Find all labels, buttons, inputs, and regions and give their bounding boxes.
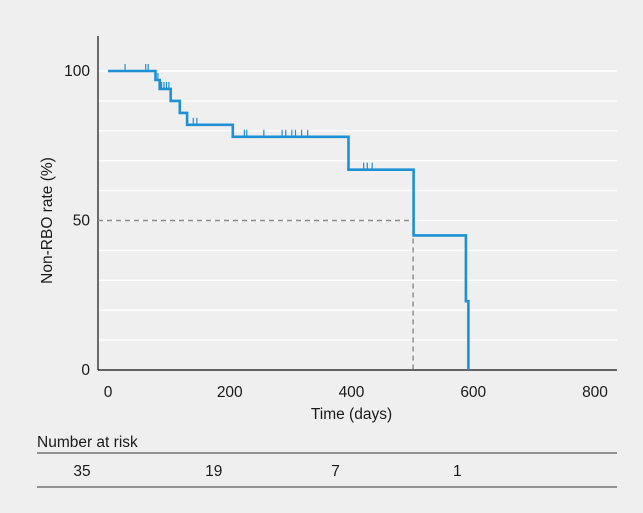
risk-table-value: 19 <box>205 463 222 480</box>
x-axis-title: Time (days) <box>311 406 392 423</box>
risk-table-value: 7 <box>331 463 340 480</box>
risk-table-value: 35 <box>73 463 90 480</box>
x-tick-label: 400 <box>339 384 365 401</box>
risk-table-title: Number at risk <box>37 434 138 451</box>
risk-table-value: 1 <box>453 463 462 480</box>
x-tick-label: 200 <box>217 384 243 401</box>
y-tick-label: 100 <box>64 63 90 80</box>
x-tick-label: 0 <box>104 384 113 401</box>
x-tick-label: 800 <box>582 384 608 401</box>
y-tick-label: 50 <box>73 213 91 230</box>
y-tick-label: 0 <box>81 362 90 379</box>
x-tick-label: 600 <box>460 384 486 401</box>
survival-curve <box>108 69 470 370</box>
y-axis-title: Non-RBO rate (%) <box>39 157 56 284</box>
